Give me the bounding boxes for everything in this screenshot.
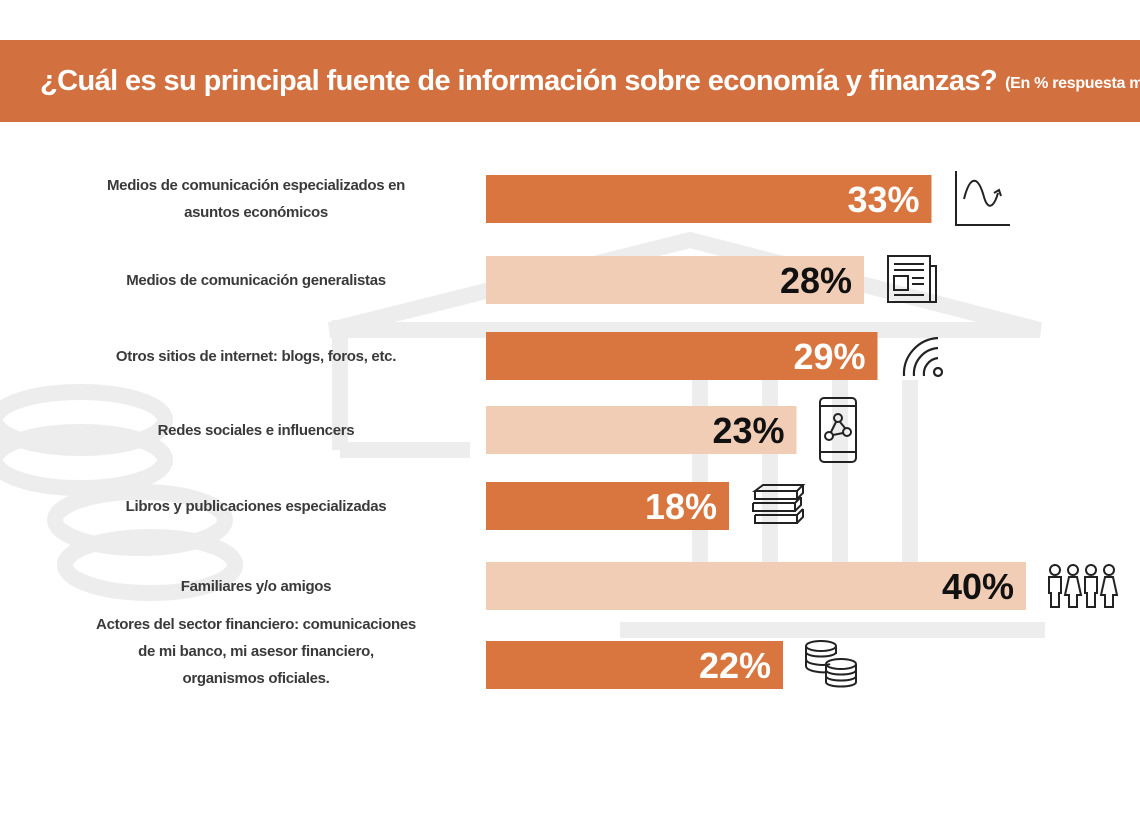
trend-chart-icon: [952, 169, 1012, 234]
bar: [486, 482, 729, 530]
value-label: 23%: [712, 410, 784, 451]
value-label: 22%: [699, 645, 771, 686]
page-title: ¿Cuál es su principal fuente de informac…: [40, 64, 998, 97]
bar: [486, 175, 932, 223]
smartphone-network-icon: [817, 396, 859, 469]
category-label: Redes sociales e influencers: [157, 421, 355, 439]
page-subtitle: (En % respuesta múltiple): [1005, 75, 1140, 92]
category-label: Libros y publicaciones especializadas: [125, 497, 387, 515]
value-label: 33%: [847, 179, 919, 220]
bar: [486, 562, 1026, 610]
category-label: Actores del sector financiero: comunicac…: [96, 616, 416, 687]
books-icon: [749, 481, 809, 536]
bar: [486, 641, 783, 689]
header-bar: ¿Cuál es su principal fuente de informac…: [0, 40, 1140, 122]
newspaper-icon: [884, 252, 940, 313]
bar: [486, 406, 797, 454]
bar: [486, 332, 878, 380]
coins-icon: [803, 640, 861, 695]
value-label: 28%: [780, 260, 852, 301]
category-label: Medios de comunicación generalistas: [126, 271, 386, 289]
value-label: 18%: [645, 486, 717, 527]
bar: [486, 256, 864, 304]
category-label: Familiares y/o amigos: [180, 577, 332, 595]
category-label: Otros sitios de internet: blogs, foros, …: [115, 347, 397, 365]
value-label: 29%: [793, 336, 865, 377]
category-label: Medios de comunicación especializados en…: [106, 177, 406, 221]
wifi-signal-icon: [898, 330, 950, 387]
family-icon: [1046, 563, 1120, 614]
value-label: 40%: [942, 566, 1014, 607]
